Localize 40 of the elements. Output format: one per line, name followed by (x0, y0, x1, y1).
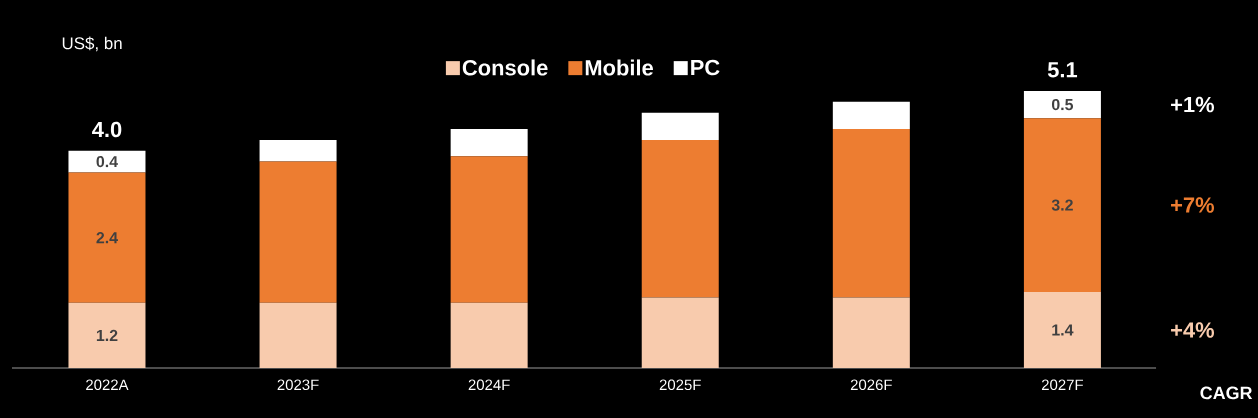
bar (259, 302, 337, 368)
data-label: 1.2 (96, 329, 118, 341)
bar (641, 139, 719, 298)
x-tick-label: 2022A (86, 379, 129, 391)
bar (641, 297, 719, 368)
legend-label: PC (691, 59, 720, 76)
bar (832, 129, 910, 298)
bar (450, 129, 528, 157)
text: CAGR (1200, 386, 1253, 400)
x-tick-label: 2023F (277, 379, 319, 391)
x-tick-label: 2025F (659, 379, 701, 391)
data-label: 0.4 (96, 155, 118, 168)
bar (259, 161, 337, 303)
text: +4% (1171, 322, 1215, 338)
bar (1023, 118, 1101, 292)
bar (68, 172, 146, 303)
bar (259, 139, 337, 162)
legend-label: Mobile (585, 59, 653, 76)
data-label: 3.2 (1051, 199, 1073, 211)
bar (641, 112, 719, 140)
text: +7% (1171, 197, 1215, 213)
text: +1% (1171, 96, 1215, 113)
data-label: 2.4 (96, 232, 118, 244)
bar (832, 101, 910, 130)
bar (450, 156, 528, 303)
bar (68, 302, 146, 368)
total-label: 4.0 (92, 121, 122, 138)
bar (68, 150, 146, 173)
y-axis-title: US$, bn (62, 36, 122, 52)
bar (1023, 91, 1101, 119)
bar (1023, 291, 1101, 368)
data-label: 1.4 (1052, 324, 1074, 336)
data-label: 0.5 (1051, 98, 1074, 111)
x-tick-label: 2024F (468, 379, 510, 391)
bar (450, 302, 528, 368)
x-tick-label: 2027F (1041, 379, 1083, 391)
total-label: 5.1 (1047, 62, 1078, 78)
bar (832, 297, 910, 368)
legend-label: Console (462, 59, 548, 76)
x-tick-label: 2026F (850, 379, 892, 391)
